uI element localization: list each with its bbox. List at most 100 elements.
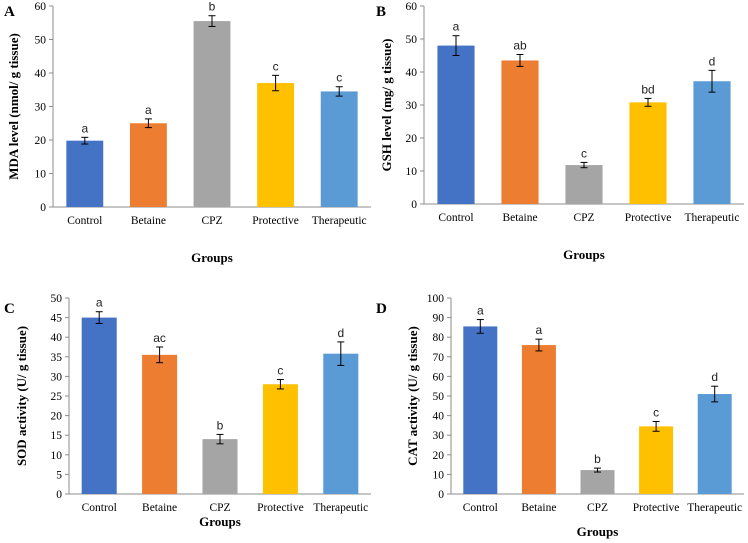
bar-cpz bbox=[193, 21, 231, 208]
bar-therapeutic bbox=[697, 394, 732, 494]
bar-therapeutic bbox=[693, 81, 731, 204]
y-tick-label: 0 bbox=[56, 489, 62, 501]
panel-letter: B bbox=[376, 4, 386, 20]
y-tick-label: 60 bbox=[433, 371, 445, 383]
y-tick-label: 30 bbox=[406, 100, 418, 112]
x-tick-label: Protective bbox=[252, 215, 299, 227]
panel-letter: A bbox=[4, 4, 15, 20]
bar-control bbox=[81, 317, 117, 494]
bar-protective bbox=[262, 384, 298, 494]
significance-label: c bbox=[336, 71, 342, 85]
x-axis-title: Groups bbox=[191, 250, 233, 265]
bar-betaine bbox=[129, 123, 167, 207]
y-tick-label: 40 bbox=[406, 67, 418, 79]
y-axis-title: GSH level (mg/ g tissue) bbox=[379, 39, 394, 172]
y-tick-label: 10 bbox=[35, 169, 47, 181]
bar-protective bbox=[257, 83, 295, 207]
bar-therapeutic bbox=[320, 91, 358, 207]
x-tick-label: Betaine bbox=[131, 215, 166, 227]
bar-control bbox=[66, 140, 104, 207]
y-tick-label: 50 bbox=[433, 391, 445, 403]
chart-panel-b: B 0 10 20 30 40 50 60 a Control ab Betaine c CPZ bd Pro… bbox=[376, 1, 744, 262]
bar-betaine bbox=[501, 60, 539, 205]
bar-protective bbox=[629, 102, 667, 204]
y-tick-label: 40 bbox=[35, 68, 47, 80]
bar-protective bbox=[639, 426, 674, 494]
y-tick-label: 10 bbox=[51, 450, 63, 462]
y-tick-label: 30 bbox=[51, 371, 63, 383]
panel-letter: D bbox=[376, 301, 387, 317]
x-tick-label: Control bbox=[82, 502, 117, 514]
x-tick-label: Betaine bbox=[502, 212, 537, 224]
x-axis-title: Groups bbox=[199, 514, 241, 529]
significance-label: c bbox=[653, 405, 659, 419]
significance-label: a bbox=[536, 323, 543, 337]
y-tick-label: 50 bbox=[35, 35, 47, 47]
x-axis-title: Groups bbox=[577, 524, 619, 539]
bar-cpz bbox=[202, 439, 238, 494]
significance-label: c bbox=[581, 146, 587, 160]
x-tick-label: Therapeutic bbox=[687, 502, 742, 514]
y-tick-label: 35 bbox=[51, 352, 63, 364]
significance-label: b bbox=[594, 452, 601, 466]
y-axis-title: CAT activity (U/ g tissue) bbox=[405, 326, 420, 466]
y-tick-label: 30 bbox=[433, 430, 445, 442]
x-tick-label: Therapeutic bbox=[685, 212, 740, 224]
y-tick-label: 10 bbox=[433, 469, 445, 481]
y-tick-label: 60 bbox=[406, 1, 418, 13]
significance-label: b bbox=[217, 418, 224, 432]
y-tick-label: 60 bbox=[35, 1, 47, 13]
x-tick-label: CPZ bbox=[209, 502, 230, 514]
panel-letter: C bbox=[4, 301, 15, 317]
x-axis-title: Groups bbox=[563, 247, 605, 262]
y-tick-label: 10 bbox=[406, 166, 418, 178]
x-tick-label: Therapeutic bbox=[312, 215, 367, 227]
y-tick-label: 0 bbox=[438, 489, 444, 501]
x-tick-label: CPZ bbox=[587, 502, 608, 514]
y-tick-label: 25 bbox=[51, 391, 63, 403]
x-tick-label: Therapeutic bbox=[313, 502, 368, 514]
y-tick-label: 20 bbox=[433, 450, 445, 462]
x-tick-label: Protective bbox=[625, 212, 672, 224]
y-tick-label: 0 bbox=[411, 199, 417, 211]
significance-label: d bbox=[709, 54, 716, 68]
x-tick-label: CPZ bbox=[201, 215, 222, 227]
y-axis-title: MDA level (nmol/ g tissue) bbox=[6, 33, 21, 180]
bar-therapeutic bbox=[323, 353, 359, 494]
x-tick-label: Betaine bbox=[142, 502, 177, 514]
chart-panel-c: C 0 5 10 15 20 25 30 35 40 45 50 a Control ac Betaine b C… bbox=[4, 293, 371, 529]
bar-betaine bbox=[142, 354, 178, 494]
y-axis-title: SOD activity (U/ g tissue) bbox=[14, 326, 29, 466]
bar-cpz bbox=[580, 470, 615, 494]
significance-label: a bbox=[81, 121, 88, 135]
x-tick-label: Protective bbox=[633, 502, 680, 514]
x-tick-label: Protective bbox=[257, 502, 304, 514]
significance-label: a bbox=[477, 304, 484, 318]
y-tick-label: 90 bbox=[433, 313, 445, 325]
x-tick-label: Control bbox=[67, 215, 102, 227]
chart-panel-a: A 0 10 20 30 40 50 60 a Control a Betaine b CPZ c Prote… bbox=[4, 0, 371, 265]
y-tick-label: 50 bbox=[406, 34, 418, 46]
significance-label: a bbox=[453, 20, 460, 34]
y-tick-label: 70 bbox=[433, 352, 445, 364]
significance-label: ab bbox=[513, 39, 527, 53]
y-tick-label: 80 bbox=[433, 332, 445, 344]
y-tick-label: 20 bbox=[406, 133, 418, 145]
y-tick-label: 5 bbox=[56, 469, 62, 481]
bar-control bbox=[437, 45, 475, 204]
x-tick-label: Betaine bbox=[521, 502, 556, 514]
bar-betaine bbox=[521, 345, 556, 494]
significance-label: a bbox=[145, 103, 152, 117]
significance-label: a bbox=[96, 296, 103, 310]
x-tick-label: Control bbox=[438, 212, 473, 224]
y-tick-label: 40 bbox=[51, 332, 63, 344]
bar-cpz bbox=[565, 165, 603, 204]
significance-label: c bbox=[273, 59, 279, 73]
x-tick-label: Control bbox=[463, 502, 498, 514]
significance-label: d bbox=[337, 326, 344, 340]
y-tick-label: 50 bbox=[51, 293, 63, 305]
y-tick-label: 20 bbox=[35, 135, 47, 147]
y-tick-label: 30 bbox=[35, 102, 47, 114]
significance-label: bd bbox=[641, 82, 654, 96]
bar-control bbox=[463, 326, 498, 494]
